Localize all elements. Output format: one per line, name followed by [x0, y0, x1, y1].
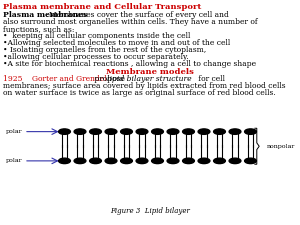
Ellipse shape	[74, 158, 86, 164]
Text: 1925    Gorter and Grendel: 1925 Gorter and Grendel	[3, 75, 107, 83]
Ellipse shape	[90, 158, 101, 164]
Text: polar: polar	[6, 158, 22, 163]
Ellipse shape	[152, 158, 164, 164]
Ellipse shape	[105, 158, 117, 164]
Ellipse shape	[136, 158, 148, 164]
Ellipse shape	[183, 129, 194, 134]
Ellipse shape	[244, 158, 256, 164]
Ellipse shape	[58, 129, 70, 134]
Ellipse shape	[229, 129, 241, 134]
Text: Plasma membrane and Cellular Transport: Plasma membrane and Cellular Transport	[3, 3, 201, 11]
Text: functions, such as:: functions, such as:	[3, 25, 74, 33]
Ellipse shape	[167, 158, 179, 164]
Ellipse shape	[90, 129, 101, 134]
Text: on water surface is twice as large as original surface of red blood cells.: on water surface is twice as large as or…	[3, 89, 276, 97]
Text: • Isolating organelles from the rest of the cytoplasm,: • Isolating organelles from the rest of …	[3, 46, 206, 54]
Ellipse shape	[121, 129, 132, 134]
Ellipse shape	[74, 129, 86, 134]
Text: •A site for biochemical reactions , allowing a cell to change shape: •A site for biochemical reactions , allo…	[3, 60, 256, 68]
Ellipse shape	[214, 158, 225, 164]
Ellipse shape	[152, 129, 164, 134]
Text: Membrane models: Membrane models	[106, 68, 194, 76]
Ellipse shape	[167, 129, 179, 134]
Ellipse shape	[121, 158, 132, 164]
Text: also surround most organelles within cells. They have a number of: also surround most organelles within cel…	[3, 18, 258, 26]
Text: nonpolar: nonpolar	[267, 144, 295, 149]
Text: for cell: for cell	[196, 75, 225, 83]
Text: membranes; surface area covered by lipids extracted from red blood cells: membranes; surface area covered by lipid…	[3, 82, 286, 90]
Ellipse shape	[198, 129, 210, 134]
Ellipse shape	[229, 158, 241, 164]
Text: •Allowing selected molecules to move in and out of the cell: •Allowing selected molecules to move in …	[3, 39, 230, 47]
Ellipse shape	[105, 129, 117, 134]
Text: propose: propose	[92, 75, 127, 83]
Ellipse shape	[244, 129, 256, 134]
Ellipse shape	[136, 129, 148, 134]
Text: :Membranes cover the surface of every cell and: :Membranes cover the surface of every ce…	[44, 11, 229, 19]
Text: lipid bilayer structure: lipid bilayer structure	[107, 75, 192, 83]
Text: •  keeping all cellular components inside the cell: • keeping all cellular components inside…	[3, 32, 190, 40]
Text: polar: polar	[6, 129, 22, 134]
Text: Plasma membranes: Plasma membranes	[3, 11, 87, 19]
Ellipse shape	[198, 158, 210, 164]
Text: •allowing cellular processes to occur separately.: •allowing cellular processes to occur se…	[3, 53, 189, 61]
Ellipse shape	[183, 158, 194, 164]
Ellipse shape	[58, 158, 70, 164]
Ellipse shape	[214, 129, 225, 134]
Text: Figure 3  Lipid bilayer: Figure 3 Lipid bilayer	[110, 207, 190, 215]
